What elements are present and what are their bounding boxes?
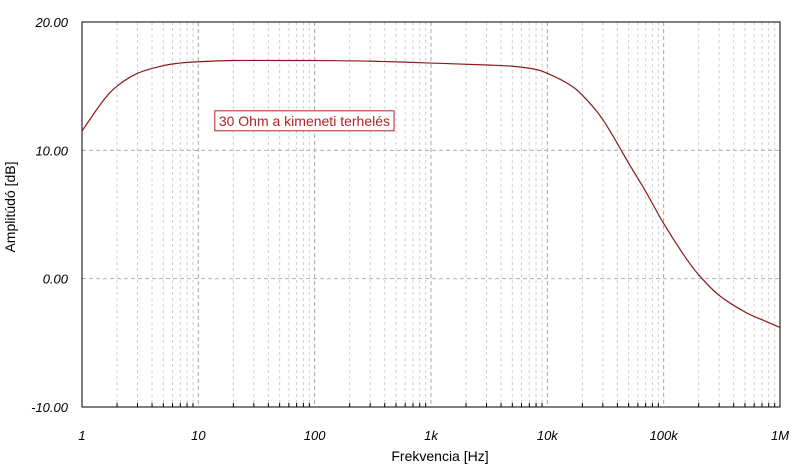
data-marks: [81, 59, 781, 328]
tick-labels: 1 10 100 1k 10k 100k 1M 20.00 10.00 0.00 -10.00: [31, 15, 789, 443]
x-axis-label: Frekvencia [Hz]: [391, 448, 488, 464]
annotation-frame: [214, 110, 395, 132]
x-tick-label: 100: [304, 428, 326, 443]
x-tick-label: 10: [191, 428, 206, 443]
annotation-box: 30 Ohm a kimeneti terhelés: [214, 110, 395, 132]
y-axis-label: Amplitúdó [dB]: [2, 161, 18, 252]
grid-lines: [82, 22, 780, 407]
x-tick-label: 100k: [650, 428, 680, 443]
x-tick-label: 1k: [424, 428, 439, 443]
y-tick-label: 0.00: [43, 272, 69, 287]
y-tick-label: 10.00: [35, 143, 68, 158]
x-tick-label: 1M: [771, 428, 789, 443]
y-tick-label: 20.00: [34, 15, 68, 30]
x-tick-label: 10k: [537, 428, 559, 443]
annotation-text: 30 Ohm a kimeneti terhelés: [219, 113, 390, 129]
series-line: [81, 59, 781, 328]
y-tick-label: -10.00: [31, 400, 69, 415]
x-tick-label: 1: [78, 428, 85, 443]
plot-area-frame: [81, 21, 781, 408]
